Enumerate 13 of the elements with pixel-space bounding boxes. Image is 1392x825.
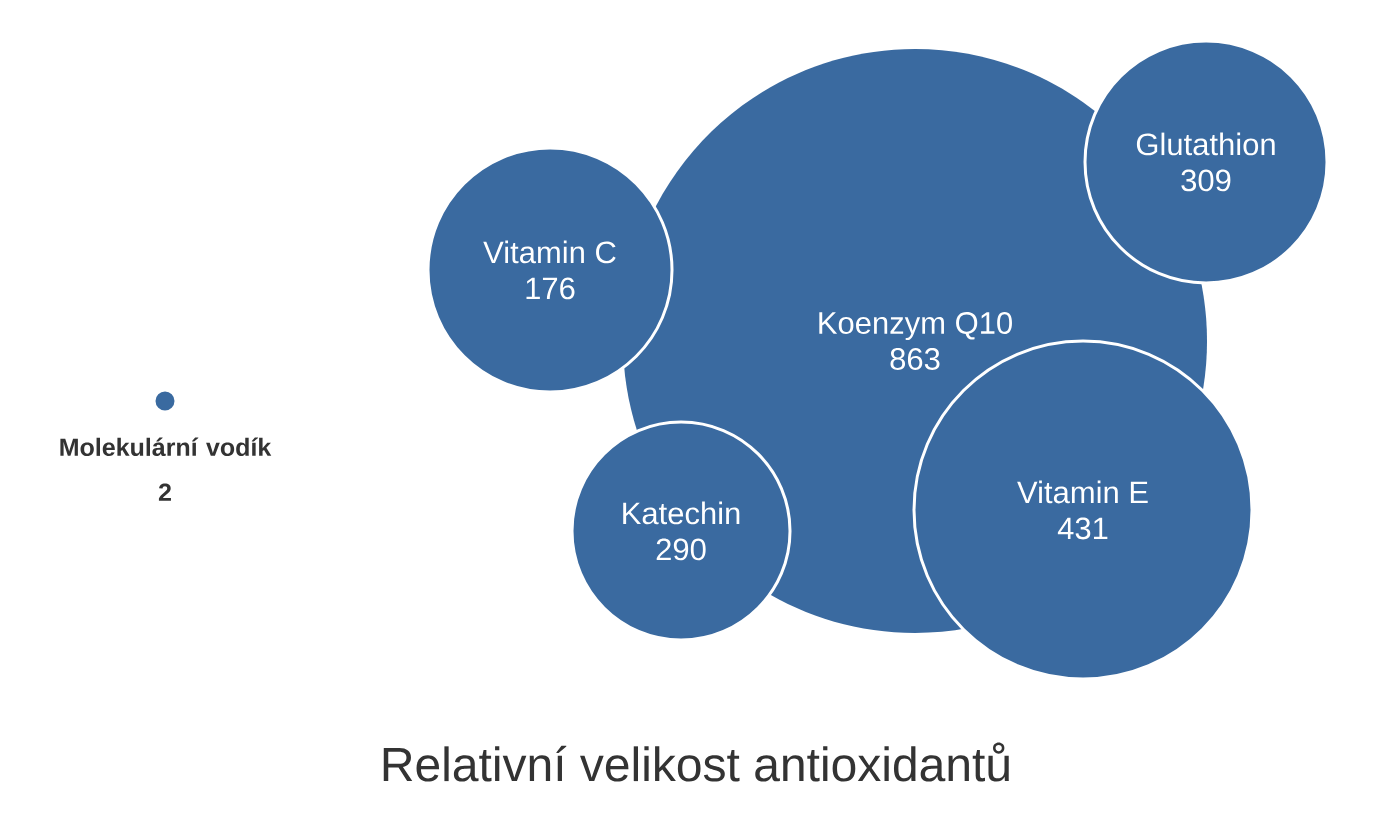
text: Relativní velikost antioxidantů	[383, 742, 1009, 782]
data-label: 431	[1057, 517, 1108, 540]
category-label: Glutathion	[1136, 132, 1275, 156]
data-label: 309	[1181, 169, 1231, 192]
data-label: 863	[890, 348, 940, 370]
data-label: 2	[158, 483, 171, 501]
category-label: Koenzym Q10	[819, 312, 1012, 341]
data-label: 176	[526, 277, 575, 300]
category-label: Vitamin C	[483, 240, 616, 264]
category-label: Vitamin E	[1017, 480, 1148, 504]
data-label: 290	[656, 538, 706, 561]
category-label: Molekulární vodík	[60, 437, 272, 457]
category-label: Katechin	[623, 501, 740, 525]
